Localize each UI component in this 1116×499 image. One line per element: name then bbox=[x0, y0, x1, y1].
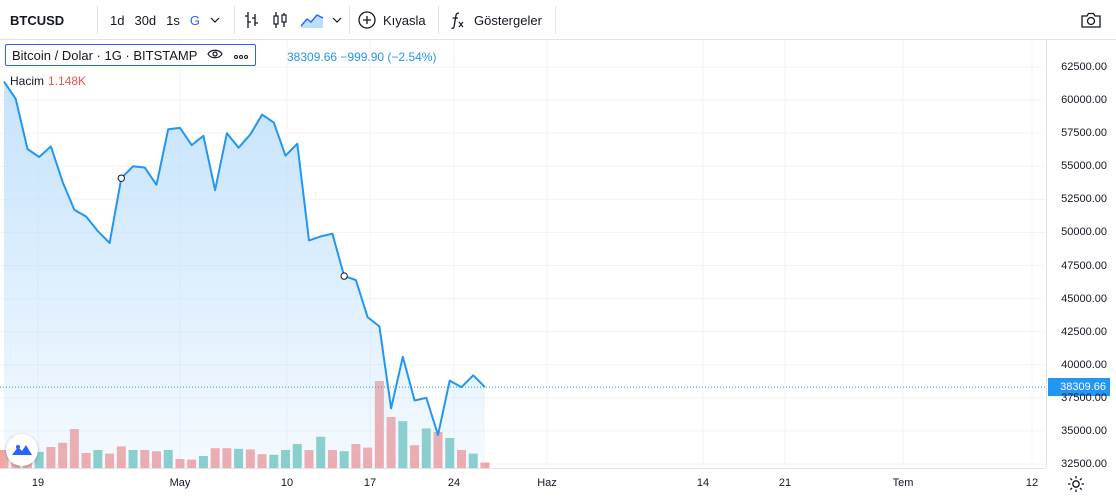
chevron-down-icon[interactable] bbox=[332, 0, 342, 40]
price-tick-label: 57500.00 bbox=[1061, 127, 1107, 140]
price-line bbox=[3, 81, 486, 436]
price-chart[interactable] bbox=[0, 40, 1046, 468]
top-toolbar: BTCUSD 1d 30d 1s G Kıyasla Göstergeler bbox=[0, 0, 1116, 40]
volume-value: 1.148K bbox=[48, 74, 87, 88]
camera-icon[interactable] bbox=[1080, 0, 1102, 40]
price-tick-label: 35000.00 bbox=[1061, 424, 1107, 437]
price-tick-label: 60000.00 bbox=[1061, 94, 1107, 107]
toolbar-divider bbox=[97, 6, 98, 34]
add-circle-icon bbox=[357, 10, 377, 30]
price-tick-label: 42500.00 bbox=[1061, 325, 1107, 338]
indicators-label: Göstergeler bbox=[474, 12, 542, 28]
price-tick-label: 62500.00 bbox=[1061, 61, 1107, 73]
volume-bar bbox=[480, 462, 490, 468]
volume-label: Hacim bbox=[10, 74, 45, 88]
price-tick-label: 47500.00 bbox=[1061, 259, 1107, 272]
interval-1g[interactable]: G bbox=[189, 12, 201, 28]
tradingview-logo[interactable] bbox=[6, 434, 38, 466]
indicators-button[interactable]: Göstergeler bbox=[448, 0, 542, 40]
gear-icon[interactable] bbox=[1066, 474, 1086, 494]
current-price-label: 38309.66 bbox=[1048, 378, 1110, 397]
function-icon bbox=[448, 10, 468, 30]
volume-legend: Hacim 1.148K bbox=[10, 74, 86, 88]
interval-1s[interactable]: 1s bbox=[166, 12, 180, 28]
event-marker[interactable] bbox=[340, 272, 348, 280]
price-tick-label: 32500.00 bbox=[1061, 458, 1107, 470]
series-price-change: 38309.66 −999.90 (−2.54%) bbox=[287, 50, 437, 64]
toolbar-divider bbox=[438, 6, 439, 34]
interval-group: 1d 30d 1s G bbox=[106, 0, 220, 40]
time-tick-label: Tem bbox=[892, 477, 914, 489]
toolbar-divider bbox=[349, 6, 350, 34]
interval-1d[interactable]: 1d bbox=[110, 12, 125, 28]
chevron-down-icon[interactable] bbox=[210, 15, 220, 25]
price-tick-label: 50000.00 bbox=[1061, 226, 1107, 239]
price-tick-label: 45000.00 bbox=[1061, 292, 1107, 305]
time-tick-label: 10 bbox=[280, 477, 294, 489]
time-tick-label: 12 bbox=[1025, 477, 1039, 489]
series-legend[interactable]: Bitcoin / Dolar · 1G · BITSTAMP bbox=[5, 44, 257, 66]
chart-markers bbox=[117, 174, 348, 280]
bar-style-icon[interactable] bbox=[242, 0, 262, 40]
area-style-icon[interactable] bbox=[300, 0, 324, 40]
time-tick-label: Haz bbox=[537, 477, 557, 489]
time-tick-label: 14 bbox=[696, 477, 710, 489]
time-tick-label: 19 bbox=[31, 477, 45, 489]
time-tick-label: 24 bbox=[447, 477, 461, 489]
eye-icon[interactable] bbox=[207, 48, 224, 63]
event-marker[interactable] bbox=[117, 174, 126, 182]
price-area-fill bbox=[4, 81, 485, 468]
price-tick-label: 52500.00 bbox=[1061, 193, 1107, 206]
time-axis[interactable]: 19 May 10 17 24 Haz 14 21 Tem 12 bbox=[0, 468, 1046, 497]
more-options-icon[interactable] bbox=[233, 48, 249, 63]
price-tick-label: 37500.00 bbox=[1061, 391, 1107, 404]
interval-30d[interactable]: 30d bbox=[134, 12, 157, 28]
compare-label: Kıyasla bbox=[383, 12, 426, 28]
time-tick-label: May bbox=[169, 477, 191, 489]
toolbar-divider bbox=[555, 6, 556, 34]
price-tick-label: 40000.00 bbox=[1061, 358, 1107, 371]
toolbar-divider bbox=[234, 6, 235, 34]
time-tick-label: 21 bbox=[778, 477, 792, 489]
price-axis[interactable]: 38309.66 62500.00 60000.00 57500.00 55000.0… bbox=[1046, 40, 1116, 470]
symbol-search-button[interactable]: BTCUSD bbox=[10, 12, 65, 28]
time-tick-label: 17 bbox=[363, 477, 377, 489]
candle-style-icon[interactable] bbox=[270, 0, 290, 40]
price-tick-label: 55000.00 bbox=[1061, 160, 1107, 173]
series-title: Bitcoin / Dolar · 1G · BITSTAMP bbox=[12, 47, 198, 63]
compare-button[interactable]: Kıyasla bbox=[357, 0, 426, 40]
